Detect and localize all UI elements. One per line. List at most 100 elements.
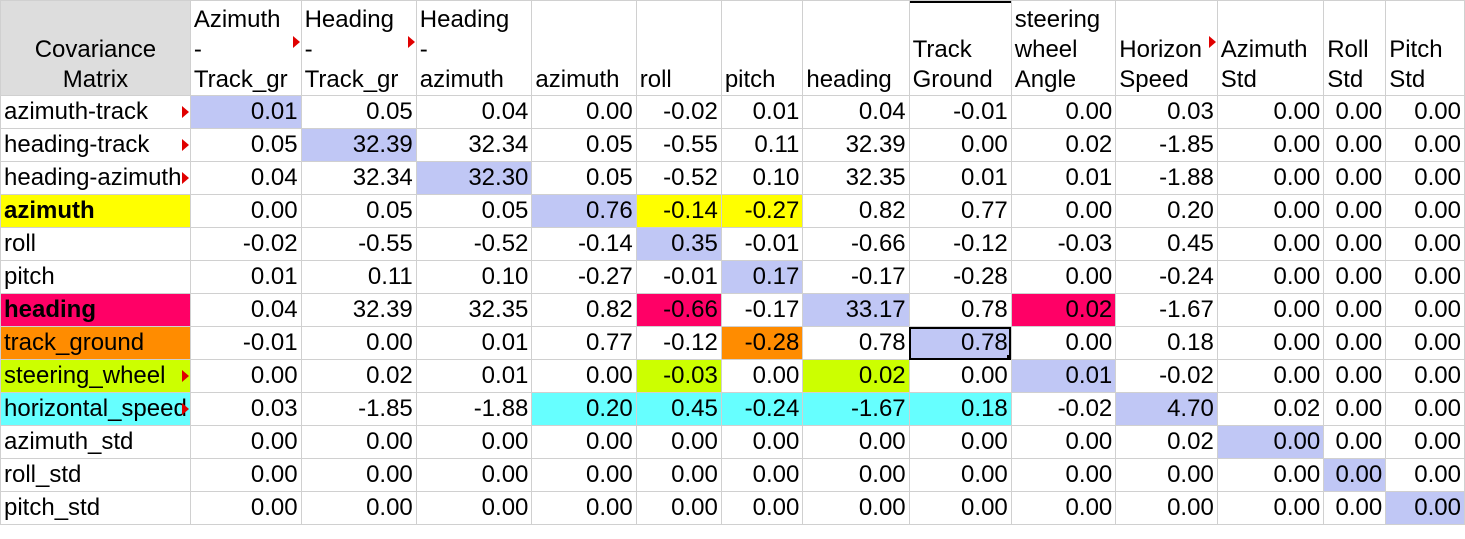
cell-roll-11[interactable]: 0.00 [1323,227,1387,261]
cell-azimuth-track-4[interactable]: -0.02 [635,95,722,129]
cell-heading-azimuth-1[interactable]: 32.34 [300,161,417,195]
cell-heading-12[interactable]: 0.00 [1385,293,1465,327]
cell-roll-std-9[interactable]: 0.00 [1115,458,1218,492]
cell-azimuth-track-1[interactable]: 0.05 [300,95,417,129]
cell-pitch-std-11[interactable]: 0.00 [1323,491,1387,525]
cell-azimuth-std-10[interactable]: 0.00 [1216,425,1325,459]
cell-horizontal-speed-4[interactable]: 0.45 [635,392,722,426]
cell-heading-azimuth-5[interactable]: 0.10 [720,161,804,195]
corner-header-cell[interactable]: Covariance Matrix [0,0,191,96]
cell-heading-azimuth-7[interactable]: 0.01 [908,161,1012,195]
cell-heading-track-1[interactable]: 32.39 [300,128,417,162]
column-header-pitch-std[interactable]: Pitch Std [1385,0,1465,96]
cell-pitch-std-3[interactable]: 0.00 [531,491,637,525]
cell-azimuth-std-6[interactable]: 0.00 [802,425,910,459]
cell-heading-track-5[interactable]: 0.11 [720,128,804,162]
cell-heading-5[interactable]: -0.17 [720,293,804,327]
cell-pitch-8[interactable]: 0.00 [1010,260,1117,294]
cell-azimuth-std-9[interactable]: 0.02 [1115,425,1218,459]
cell-horizontal-speed-1[interactable]: -1.85 [300,392,417,426]
cell-pitch-std-6[interactable]: 0.00 [802,491,910,525]
cell-heading-track-4[interactable]: -0.55 [635,128,722,162]
cell-azimuth-1[interactable]: 0.05 [300,194,417,228]
cell-pitch-std-10[interactable]: 0.00 [1216,491,1325,525]
cell-pitch-9[interactable]: -0.24 [1115,260,1218,294]
cell-pitch-std-2[interactable]: 0.00 [415,491,533,525]
cell-steering-wheel-5[interactable]: 0.00 [720,359,804,393]
cell-pitch-std-4[interactable]: 0.00 [635,491,722,525]
cell-horizontal-speed-7[interactable]: 0.18 [908,392,1012,426]
cell-heading-6[interactable]: 33.17 [802,293,910,327]
row-label-track-ground[interactable]: track_ground [0,326,191,360]
cell-azimuth-std-2[interactable]: 0.00 [415,425,533,459]
cell-steering-wheel-3[interactable]: 0.00 [531,359,637,393]
cell-roll-std-7[interactable]: 0.00 [908,458,1012,492]
row-label-heading[interactable]: heading [0,293,191,327]
cell-pitch-std-5[interactable]: 0.00 [720,491,804,525]
cell-heading-track-0[interactable]: 0.05 [189,128,302,162]
cell-heading-track-2[interactable]: 32.34 [415,128,533,162]
cell-track-ground-11[interactable]: 0.00 [1323,326,1387,360]
cell-track-ground-10[interactable]: 0.00 [1216,326,1325,360]
cell-roll-9[interactable]: 0.45 [1115,227,1218,261]
cell-steering-wheel-1[interactable]: 0.02 [300,359,417,393]
cell-heading-track-11[interactable]: 0.00 [1323,128,1387,162]
cell-track-ground-7[interactable]: 0.78 [908,326,1012,360]
cell-azimuth-track-3[interactable]: 0.00 [531,95,637,129]
row-label-heading-track[interactable]: heading-track [0,128,191,162]
row-label-pitch[interactable]: pitch [0,260,191,294]
cell-roll-0[interactable]: -0.02 [189,227,302,261]
row-label-roll[interactable]: roll [0,227,191,261]
cell-heading-0[interactable]: 0.04 [189,293,302,327]
cell-heading-azimuth-12[interactable]: 0.00 [1385,161,1465,195]
column-header-roll[interactable]: roll [635,0,722,96]
row-label-pitch-std[interactable]: pitch_std [0,491,191,525]
cell-azimuth-7[interactable]: 0.77 [908,194,1012,228]
cell-azimuth-track-6[interactable]: 0.04 [802,95,910,129]
cell-heading-azimuth-10[interactable]: 0.00 [1216,161,1325,195]
cell-track-ground-12[interactable]: 0.00 [1385,326,1465,360]
row-label-azimuth-std[interactable]: azimuth_std [0,425,191,459]
cell-heading-azimuth-4[interactable]: -0.52 [635,161,722,195]
cell-steering-wheel-11[interactable]: 0.00 [1323,359,1387,393]
cell-azimuth-std-0[interactable]: 0.00 [189,425,302,459]
cell-steering-wheel-12[interactable]: 0.00 [1385,359,1465,393]
cell-horizontal-speed-6[interactable]: -1.67 [802,392,910,426]
cell-track-ground-8[interactable]: 0.00 [1010,326,1117,360]
cell-track-ground-0[interactable]: -0.01 [189,326,302,360]
cell-roll-std-10[interactable]: 0.00 [1216,458,1325,492]
cell-track-ground-6[interactable]: 0.78 [802,326,910,360]
cell-roll-std-4[interactable]: 0.00 [635,458,722,492]
cell-roll-1[interactable]: -0.55 [300,227,417,261]
cell-azimuth-0[interactable]: 0.00 [189,194,302,228]
cell-azimuth-track-7[interactable]: -0.01 [908,95,1012,129]
cell-roll-2[interactable]: -0.52 [415,227,533,261]
cell-azimuth-12[interactable]: 0.00 [1385,194,1465,228]
cell-heading-track-8[interactable]: 0.02 [1010,128,1117,162]
cell-pitch-std-12[interactable]: 0.00 [1385,491,1465,525]
cell-azimuth-track-9[interactable]: 0.03 [1115,95,1218,129]
cell-horizontal-speed-8[interactable]: -0.02 [1010,392,1117,426]
cell-pitch-4[interactable]: -0.01 [635,260,722,294]
cell-heading-3[interactable]: 0.82 [531,293,637,327]
cell-azimuth-10[interactable]: 0.00 [1216,194,1325,228]
cell-roll-std-2[interactable]: 0.00 [415,458,533,492]
cell-heading-track-10[interactable]: 0.00 [1216,128,1325,162]
cell-roll-std-3[interactable]: 0.00 [531,458,637,492]
cell-azimuth-std-4[interactable]: 0.00 [635,425,722,459]
column-header-azimuth-track-gr[interactable]: Azimuth - Track_gr [189,0,302,96]
cell-pitch-6[interactable]: -0.17 [802,260,910,294]
cell-heading-10[interactable]: 0.00 [1216,293,1325,327]
cell-pitch-std-8[interactable]: 0.00 [1010,491,1117,525]
cell-steering-wheel-8[interactable]: 0.01 [1010,359,1117,393]
cell-azimuth-track-0[interactable]: 0.01 [189,95,302,129]
cell-heading-track-9[interactable]: -1.85 [1115,128,1218,162]
cell-roll-std-11[interactable]: 0.00 [1323,458,1387,492]
cell-azimuth-9[interactable]: 0.20 [1115,194,1218,228]
cell-roll-3[interactable]: -0.14 [531,227,637,261]
column-header-pitch[interactable]: pitch [720,0,804,96]
cell-heading-2[interactable]: 32.35 [415,293,533,327]
row-label-roll-std[interactable]: roll_std [0,458,191,492]
cell-horizontal-speed-3[interactable]: 0.20 [531,392,637,426]
cell-pitch-std-9[interactable]: 0.00 [1115,491,1218,525]
